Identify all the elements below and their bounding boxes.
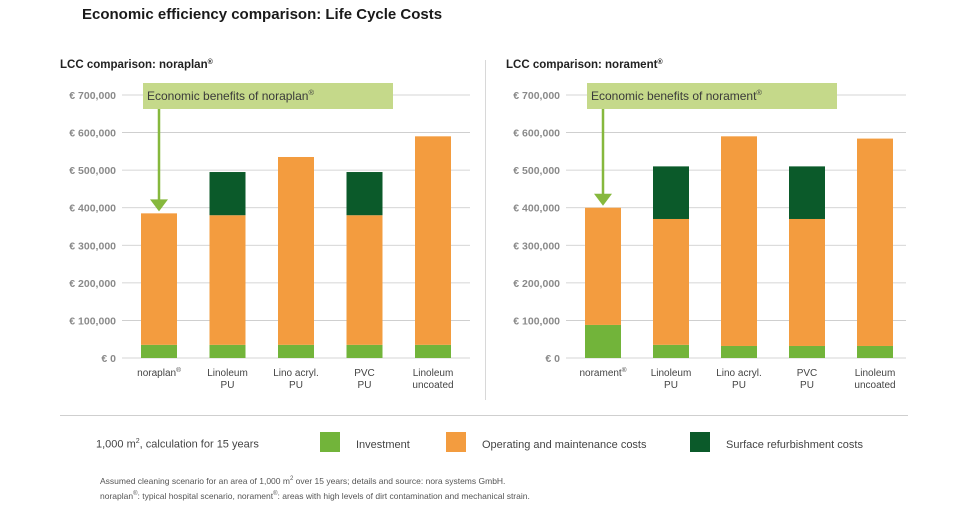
- noraplan-annotation-box: [143, 83, 393, 109]
- norament-bar-operating: [721, 136, 757, 346]
- norament-y-tick-label: € 100,000: [513, 315, 560, 327]
- norament-x-tick-label: Lino acryl.: [716, 368, 762, 379]
- legend-swatch-operating: [446, 432, 466, 452]
- noraplan-bar-investment: [141, 344, 177, 358]
- norament-bar-operating: [857, 138, 893, 346]
- noraplan-x-tick-label-line2: PU: [289, 380, 303, 391]
- noraplan-annotation-text: Economic benefits of noraplan®: [147, 88, 314, 103]
- legend: 1,000 m2, calculation for 15 years Inves…: [0, 432, 967, 458]
- norament-x-tick-label: Linoleum: [855, 368, 896, 379]
- noraplan-bar-refurbishment: [346, 172, 383, 216]
- legend-swatch-investment: [320, 432, 340, 452]
- noraplan-bar-operating: [346, 215, 383, 345]
- norament-bar-refurbishment: [789, 166, 825, 219]
- legend-label-refurbishment: Surface refurbishment costs: [726, 439, 863, 451]
- norament-bar-operating: [653, 218, 689, 345]
- norament-bar-investment: [653, 344, 689, 358]
- noraplan-bar-operating: [209, 215, 246, 345]
- legend-calc-note: 1,000 m2, calculation for 15 years: [96, 438, 259, 451]
- noraplan-x-tick-label: Linoleum: [207, 368, 248, 379]
- legend-label-investment: Investment: [356, 439, 410, 451]
- noraplan-y-tick-label: € 100,000: [69, 315, 116, 327]
- noraplan-y-tick-label: € 300,000: [69, 240, 116, 252]
- chart-divider: [485, 60, 486, 400]
- norament-x-tick-label-line2: PU: [800, 380, 814, 391]
- norament-x-tick-label-line2: PU: [664, 380, 678, 391]
- noraplan-chart-title: LCC comparison: noraplan®: [60, 58, 214, 71]
- norament-bar-investment: [585, 324, 621, 358]
- noraplan-bar-operating: [415, 136, 451, 345]
- norament-y-tick-label: € 300,000: [513, 240, 560, 252]
- noraplan-bar-refurbishment: [209, 172, 246, 216]
- norament-y-tick-label: € 500,000: [513, 165, 560, 177]
- noraplan-annotation-arrowhead: [150, 199, 168, 212]
- footnote-line-1: Assumed cleaning scenario for an area of…: [100, 476, 506, 486]
- legend-label-operating: Operating and maintenance costs: [482, 439, 647, 451]
- norament-annotation-text: Economic benefits of norament®: [591, 88, 762, 103]
- noraplan-x-tick-label: noraplan®: [137, 366, 181, 379]
- norament-y-tick-label: € 0: [545, 353, 560, 365]
- norament-x-tick-label: PVC: [797, 368, 818, 379]
- noraplan-x-tick-label-line2: uncoated: [412, 380, 453, 391]
- norament-x-tick-label-line2: uncoated: [854, 380, 895, 391]
- norament-bar-operating: [585, 207, 621, 325]
- norament-y-tick-label: € 200,000: [513, 278, 560, 290]
- noraplan-x-tick-label: Linoleum: [413, 368, 454, 379]
- page-title: Economic efficiency comparison: Life Cyc…: [82, 6, 443, 23]
- legend-swatch-refurbishment: [690, 432, 710, 452]
- noraplan-y-tick-label: € 500,000: [69, 165, 116, 177]
- noraplan-x-tick-label-line2: PU: [358, 380, 372, 391]
- norament-bar-investment: [721, 345, 757, 358]
- norament-y-tick-label: € 700,000: [513, 90, 560, 102]
- noraplan-x-tick-label: Lino acryl.: [273, 368, 319, 379]
- norament-x-tick-label: Linoleum: [651, 368, 692, 379]
- norament-bar-investment: [857, 345, 893, 358]
- noraplan-x-tick-label-line2: PU: [221, 380, 235, 391]
- noraplan-x-tick-label: PVC: [354, 368, 375, 379]
- noraplan-y-tick-label: € 700,000: [69, 90, 116, 102]
- legend-divider: [60, 415, 908, 416]
- norament-bar-investment: [789, 345, 825, 358]
- noraplan-y-tick-label: € 600,000: [69, 128, 116, 140]
- noraplan-y-tick-label: € 0: [101, 353, 116, 365]
- noraplan-bar-investment: [278, 344, 314, 358]
- norament-x-tick-label: norament®: [579, 366, 626, 379]
- noraplan-bar-operating: [278, 156, 314, 345]
- footnote-line-2: noraplan®: typical hospital scenario, no…: [100, 491, 530, 501]
- noraplan-bar-investment: [209, 344, 246, 358]
- noraplan-y-tick-label: € 200,000: [69, 278, 116, 290]
- norament-x-tick-label-line2: PU: [732, 380, 746, 391]
- chart-noraplan: LCC comparison: noraplan® € 0 € 100,000 € 2…: [60, 58, 470, 391]
- norament-annotation-arrowhead: [594, 193, 612, 206]
- noraplan-y-tick-label: € 400,000: [69, 203, 116, 215]
- norament-y-tick-label: € 400,000: [513, 203, 560, 215]
- norament-annotation-box: [587, 83, 837, 109]
- noraplan-bar-investment: [346, 344, 383, 358]
- norament-bar-refurbishment: [653, 166, 689, 219]
- noraplan-bar-operating: [141, 213, 177, 345]
- noraplan-bar-investment: [415, 344, 451, 358]
- norament-bar-operating: [789, 218, 825, 346]
- norament-y-tick-label: € 600,000: [513, 128, 560, 140]
- chart-norament: LCC comparison: norament® € 0 € 100,000 € 2…: [506, 58, 906, 391]
- norament-chart-title: LCC comparison: norament®: [506, 58, 663, 71]
